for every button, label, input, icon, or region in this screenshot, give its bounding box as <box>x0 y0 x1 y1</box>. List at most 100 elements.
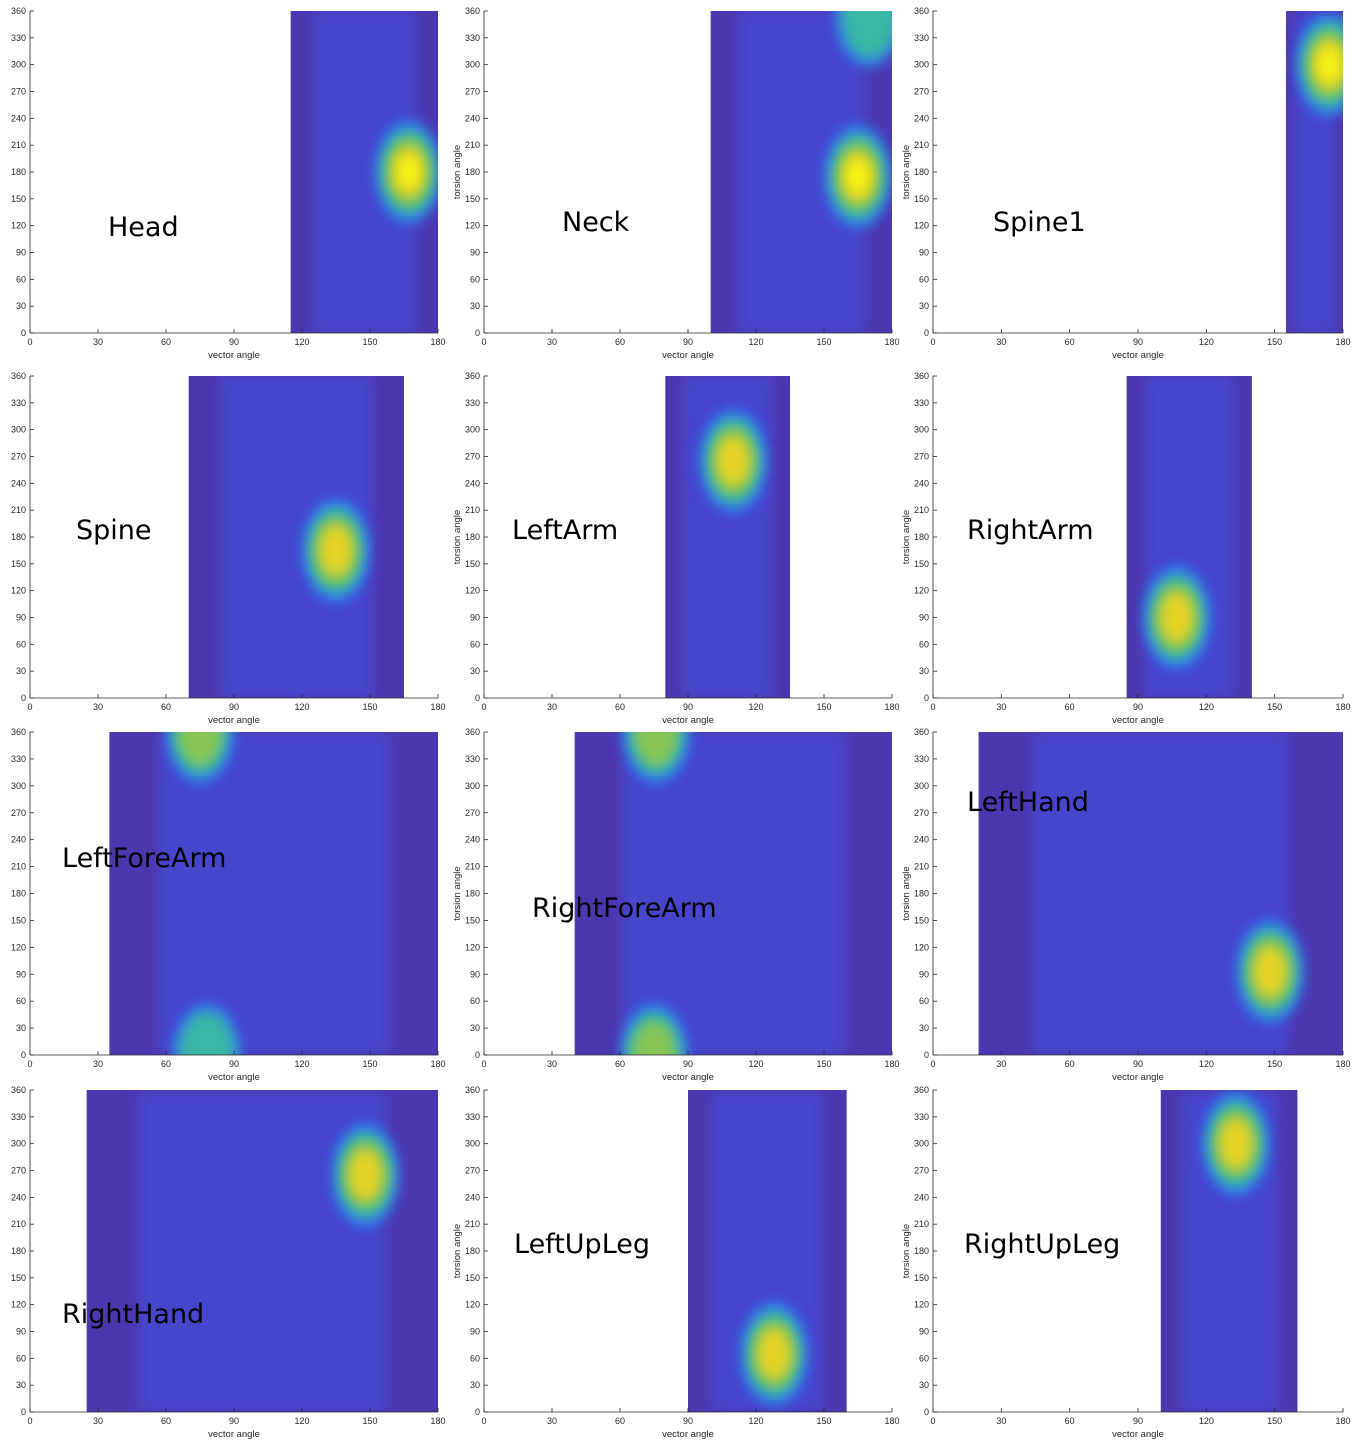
density-map <box>688 1090 847 1412</box>
y-tick-label: 150 <box>11 915 26 925</box>
y-tick-label: 330 <box>465 398 480 408</box>
density-peak <box>178 1012 235 1055</box>
y-tick-label: 300 <box>914 1139 929 1149</box>
joint-name-label: Neck <box>562 207 630 238</box>
x-tick-label: 60 <box>1065 1416 1075 1426</box>
y-tick-label: 60 <box>919 274 929 284</box>
y-tick-label: 120 <box>11 221 26 231</box>
x-axis-label: vector angle <box>1112 1429 1164 1440</box>
x-tick-label: 90 <box>683 1059 693 1069</box>
y-axis-label: torsion angle <box>452 510 463 564</box>
y-tick-label: 0 <box>475 328 480 338</box>
density-map <box>188 376 404 698</box>
x-axis-label: vector angle <box>662 350 714 361</box>
y-tick-label: 150 <box>914 194 929 204</box>
y-tick-label: 210 <box>11 505 26 515</box>
x-tick-label: 120 <box>1199 702 1214 712</box>
y-tick-label: 240 <box>11 1192 26 1202</box>
y-tick-label: 210 <box>465 140 480 150</box>
joint-name-label: RightForeArm <box>532 893 717 924</box>
y-tick-label: 300 <box>465 425 480 435</box>
density-map <box>290 11 438 333</box>
y-tick-label: 90 <box>470 1327 480 1337</box>
panel-leftarm: 0 30 60 90 120 150 180 0 30 60 90 120 150 180 210 240 27… <box>452 371 900 726</box>
x-tick-label: 0 <box>930 702 935 712</box>
x-tick-label: 60 <box>615 1059 625 1069</box>
x-tick-label: 0 <box>930 1059 935 1069</box>
x-tick-label: 0 <box>930 337 935 347</box>
x-tick-label: 60 <box>615 337 625 347</box>
y-tick-label: 150 <box>465 194 480 204</box>
y-tick-label: 300 <box>11 1139 26 1149</box>
y-tick-label: 240 <box>11 113 26 123</box>
x-tick-label: 0 <box>481 1059 486 1069</box>
y-tick-label: 30 <box>470 666 480 676</box>
x-tick-label: 150 <box>1267 337 1282 347</box>
density-map <box>109 732 438 1055</box>
y-tick-label: 270 <box>465 452 480 462</box>
y-tick-label: 30 <box>16 1380 26 1390</box>
x-tick-label: 150 <box>816 1416 831 1426</box>
x-tick-label: 90 <box>229 1059 239 1069</box>
y-tick-label: 120 <box>465 586 480 596</box>
y-tick-label: 330 <box>465 33 480 43</box>
y-tick-label: 60 <box>919 639 929 649</box>
y-tick-label: 120 <box>914 1300 929 1310</box>
x-tick-label: 30 <box>93 702 103 712</box>
y-tick-label: 180 <box>11 167 26 177</box>
x-tick-label: 120 <box>294 702 309 712</box>
x-tick-label: 180 <box>1335 337 1350 347</box>
y-tick-label: 120 <box>914 942 929 952</box>
density-peak <box>841 11 892 59</box>
y-tick-label: 150 <box>914 559 929 569</box>
y-axis-label: torsion angle <box>901 1224 912 1278</box>
y-tick-label: 210 <box>914 1219 929 1229</box>
y-tick-label: 60 <box>470 996 480 1006</box>
y-axis-label: torsion angle <box>452 145 463 199</box>
y-tick-label: 30 <box>470 1023 480 1033</box>
y-tick-label: 360 <box>11 1085 26 1095</box>
y-tick-label: 300 <box>465 781 480 791</box>
y-tick-label: 210 <box>465 862 480 872</box>
y-tick-label: 120 <box>11 942 26 952</box>
y-tick-label: 330 <box>465 754 480 764</box>
x-tick-label: 90 <box>683 1416 693 1426</box>
y-tick-label: 90 <box>919 969 929 979</box>
y-tick-label: 360 <box>914 371 929 381</box>
y-tick-label: 180 <box>914 1246 929 1256</box>
x-tick-label: 0 <box>27 702 32 712</box>
y-tick-label: 60 <box>470 639 480 649</box>
y-tick-label: 0 <box>924 1050 929 1060</box>
y-tick-label: 360 <box>465 727 480 737</box>
y-tick-label: 330 <box>914 33 929 43</box>
density-peak <box>1254 946 1287 997</box>
panel-righthand: 0 30 60 90 120 150 180 0 30 60 90 120 150 180 210 240 27… <box>11 1085 446 1440</box>
y-tick-label: 90 <box>919 1327 929 1337</box>
y-tick-label: 180 <box>465 532 480 542</box>
y-axis-label: torsion angle <box>901 866 912 920</box>
y-tick-label: 270 <box>11 87 26 97</box>
y-tick-label: 90 <box>16 969 26 979</box>
y-tick-label: 90 <box>470 969 480 979</box>
y-tick-label: 90 <box>16 248 26 258</box>
y-tick-label: 180 <box>11 889 26 899</box>
panel-rightforearm: 0 30 60 90 120 150 180 0 30 60 90 120 150 180 210 240 27… <box>452 727 900 1083</box>
y-tick-label: 180 <box>11 1246 26 1256</box>
x-tick-label: 150 <box>816 337 831 347</box>
panel-rightupleg: 0 30 60 90 120 150 180 0 30 60 90 120 150 180 210 240 27… <box>901 1085 1351 1440</box>
y-tick-label: 270 <box>465 1166 480 1176</box>
y-tick-label: 300 <box>11 425 26 435</box>
y-tick-label: 120 <box>914 586 929 596</box>
density-core <box>622 732 845 1055</box>
y-tick-label: 0 <box>924 693 929 703</box>
x-axis-label: vector angle <box>662 1429 714 1440</box>
y-tick-label: 270 <box>914 87 929 97</box>
density-core <box>158 732 389 1055</box>
y-tick-label: 270 <box>914 808 929 818</box>
x-tick-label: 90 <box>683 337 693 347</box>
panel-neck: 0 30 60 90 120 150 180 0 30 60 90 120 150 180 210 240 27… <box>452 6 900 361</box>
x-tick-label: 60 <box>1065 702 1075 712</box>
y-tick-label: 300 <box>914 60 929 70</box>
y-tick-label: 360 <box>11 6 26 16</box>
